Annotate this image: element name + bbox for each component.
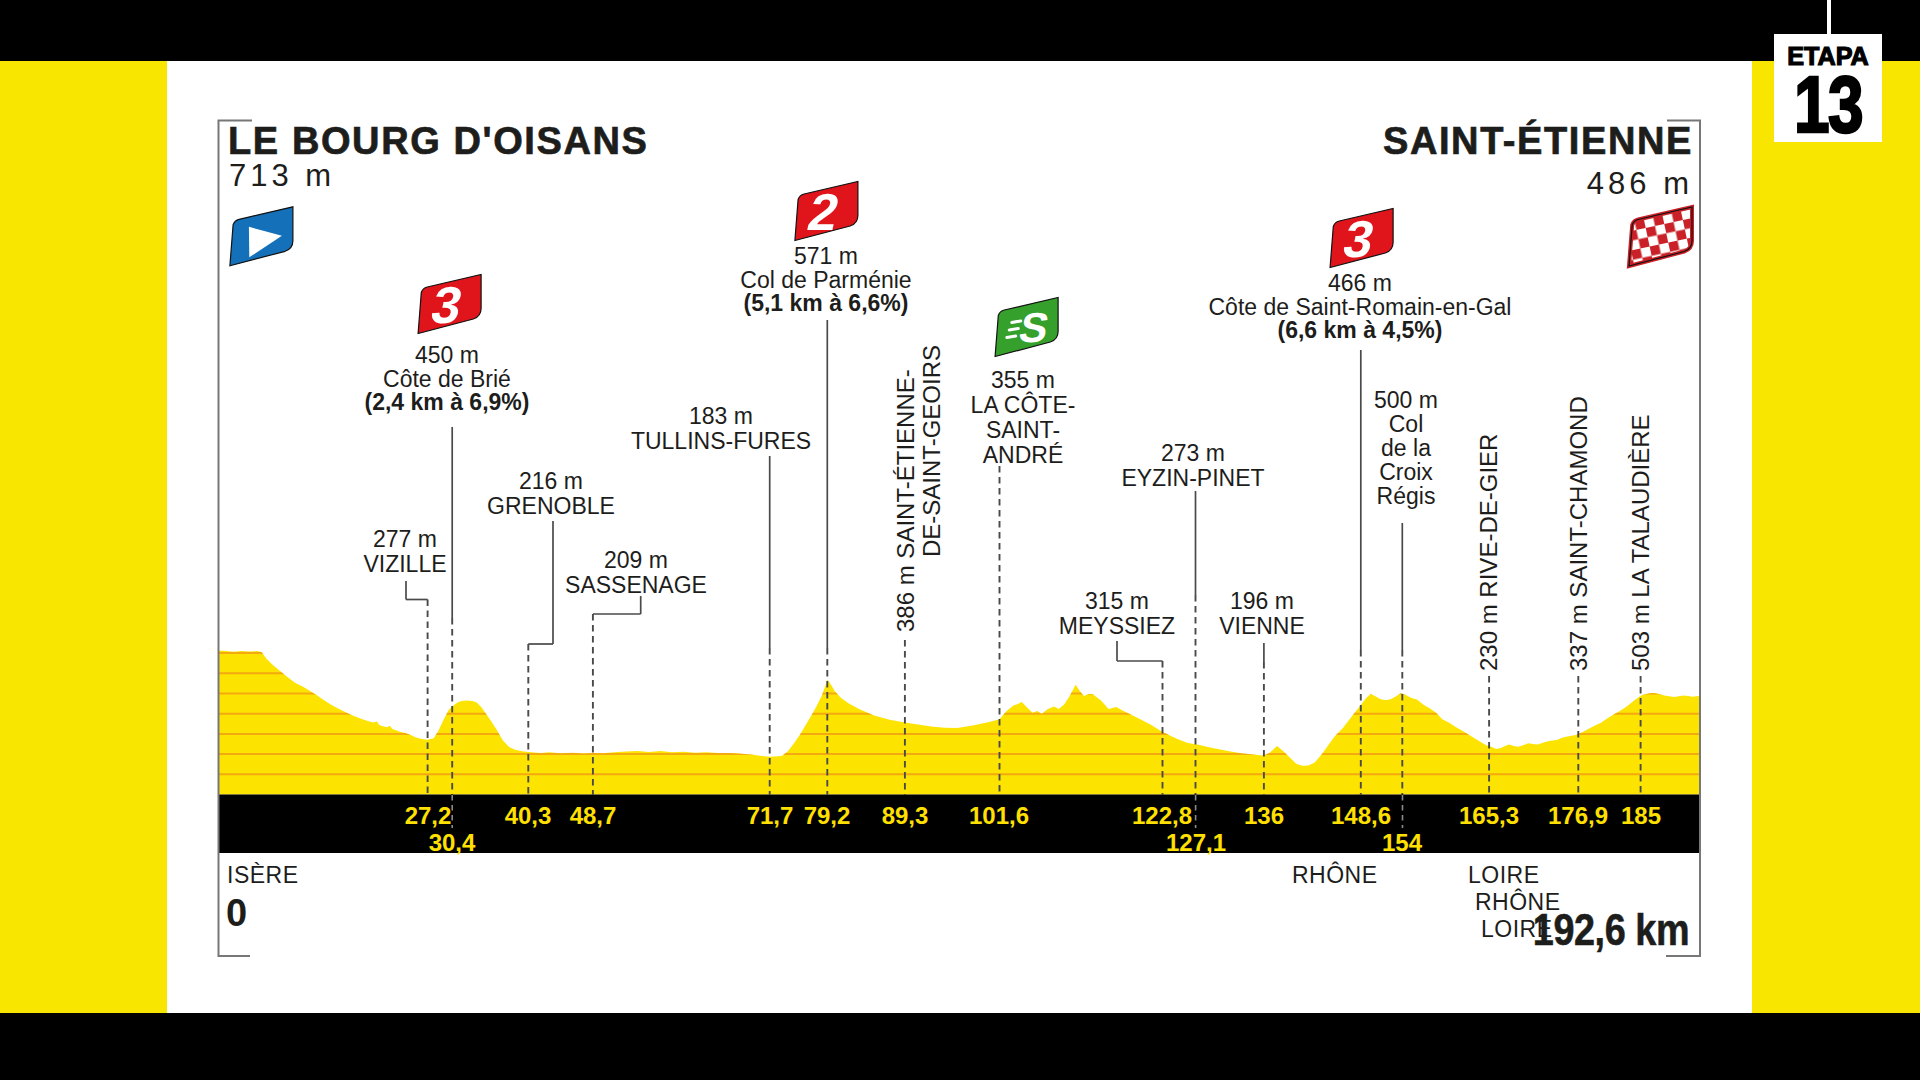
svg-text:3: 3 xyxy=(426,276,467,334)
svg-text:3: 3 xyxy=(1338,210,1379,268)
svg-text:2: 2 xyxy=(803,183,844,241)
